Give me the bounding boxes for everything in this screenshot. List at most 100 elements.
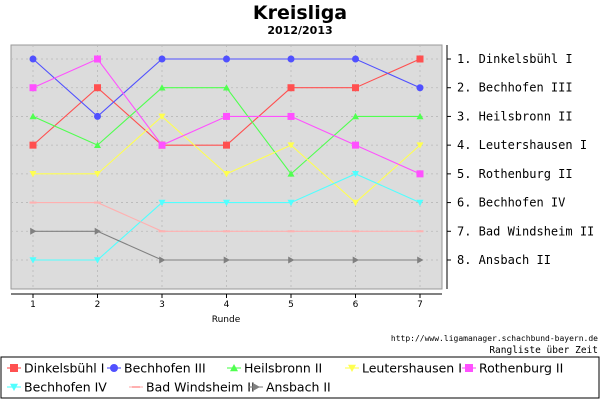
- series-bechhofen-iv: [29, 171, 424, 264]
- legend-item: Leutershausen I: [345, 361, 462, 376]
- legend-box: [0, 356, 600, 399]
- x-tick-label: 5: [288, 300, 294, 310]
- axes: 1 2 3 4 5 6 7: [11, 45, 448, 310]
- legend-item: Rothenburg II: [462, 361, 563, 376]
- x-tick-label: 4: [224, 300, 230, 310]
- data-point: [287, 170, 295, 177]
- chart-title: Kreisliga: [253, 2, 347, 24]
- data-point: [223, 112, 230, 120]
- data-point: [287, 55, 295, 63]
- data-point: [288, 256, 295, 264]
- legend-label: Leutershausen I: [362, 361, 462, 376]
- data-point: [416, 142, 424, 149]
- data-point: [352, 141, 359, 149]
- data-point: [287, 84, 295, 92]
- x-axis-label: Runde: [212, 315, 241, 325]
- data-point: [158, 141, 166, 149]
- series-rothenburg-ii: [29, 55, 424, 178]
- x-tick-label: 6: [353, 300, 359, 310]
- rank-label: 6. Bechhofen IV: [457, 196, 565, 210]
- legend: Dinkelsbühl I Bechhofen III Heilsbronn II L…: [7, 361, 563, 395]
- rank-label: 1. Dinkelsbühl I: [457, 52, 573, 66]
- data-point: [29, 141, 37, 149]
- legend-label: Ansbach II: [266, 380, 331, 395]
- data-point: [352, 84, 359, 92]
- legend-item: Bechhofen IV: [7, 380, 107, 395]
- data-point: [352, 256, 359, 264]
- data-point: [158, 199, 166, 207]
- rank-label: 3. Heilsbronn II: [457, 109, 573, 123]
- series-bad-windsheim-ii: [29, 201, 424, 233]
- data-point: [287, 142, 295, 149]
- rank-label: 8. Ansbach II: [457, 253, 551, 267]
- data-point: [94, 55, 101, 63]
- data-point: [158, 113, 166, 120]
- legend-label: Rothenburg II: [479, 361, 563, 376]
- data-point: [29, 84, 37, 92]
- chart-subtitle: 2012/2013: [267, 24, 332, 37]
- legend-item: Dinkelsbühl I: [7, 361, 104, 376]
- data-point: [352, 199, 359, 207]
- legend-marker: [10, 383, 18, 391]
- legend-item: Ansbach II: [249, 380, 331, 395]
- legend-item: Bad Windsheim II: [129, 380, 255, 395]
- data-point: [417, 256, 424, 264]
- data-point: [287, 112, 295, 120]
- x-tick-label: 7: [417, 300, 423, 310]
- data-point: [29, 171, 37, 178]
- data-point: [94, 112, 101, 120]
- data-point: [416, 84, 424, 92]
- series-bechhofen-iii: [29, 55, 424, 120]
- data-point: [158, 55, 166, 63]
- data-point: [352, 171, 359, 178]
- x-tick-label: 2: [95, 300, 101, 310]
- rank-label: 7. Bad Windsheim II: [457, 224, 594, 238]
- series-heilsbronn-ii: [29, 84, 424, 177]
- data-point: [287, 199, 295, 207]
- data-point: [416, 55, 424, 63]
- data-point: [223, 55, 230, 63]
- legend-item: Bechhofen III: [107, 361, 206, 376]
- series-leutershausen-i: [29, 113, 424, 207]
- data-point: [158, 84, 166, 91]
- data-point: [29, 257, 37, 264]
- legend-label: Bechhofen III: [124, 361, 206, 376]
- data-point: [416, 199, 424, 207]
- legend-marker: [10, 364, 18, 372]
- rank-label: 5. Rothenburg II: [457, 167, 573, 181]
- data-point: [94, 171, 101, 178]
- source-url[interactable]: http://www.ligamanager.schachbund-bayern…: [391, 334, 598, 343]
- data-point: [416, 170, 424, 178]
- data-point: [30, 227, 37, 235]
- legend-marker: [348, 364, 356, 372]
- data-point: [223, 199, 230, 207]
- data-point: [94, 84, 101, 92]
- data-point: [94, 141, 101, 148]
- legend-label: Bad Windsheim II: [146, 380, 255, 395]
- data-point: [416, 112, 424, 120]
- data-point: [29, 55, 37, 63]
- chart-caption: Rangliste über Zeit: [489, 345, 598, 356]
- legend-item: Heilsbronn II: [227, 361, 322, 376]
- series-group: [29, 55, 424, 264]
- legend-label: Bechhofen IV: [24, 380, 107, 395]
- x-tick-label: 1: [30, 300, 36, 310]
- data-point: [223, 256, 230, 264]
- legend-marker: [252, 383, 260, 391]
- legend-marker: [110, 364, 118, 372]
- legend-label: Heilsbronn II: [244, 361, 322, 376]
- rank-label: 2. Bechhofen III: [457, 81, 573, 95]
- data-point: [352, 55, 359, 63]
- series-ansbach-ii: [30, 227, 424, 264]
- legend-label: Dinkelsbühl I: [24, 361, 104, 376]
- rank-label: 4. Leutershausen I: [457, 138, 587, 152]
- data-point: [29, 112, 37, 120]
- data-point: [94, 227, 101, 235]
- data-point: [223, 141, 230, 149]
- data-point: [223, 84, 230, 91]
- data-point: [223, 171, 230, 178]
- data-point: [159, 256, 166, 264]
- legend-marker: [465, 364, 473, 372]
- data-point: [352, 112, 359, 120]
